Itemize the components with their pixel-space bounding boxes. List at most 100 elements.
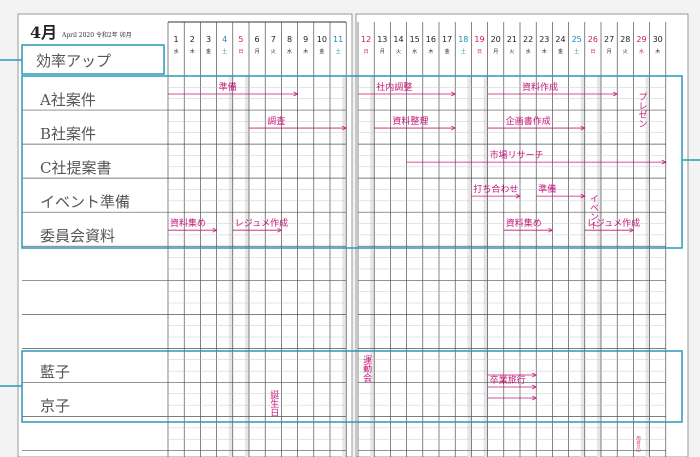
- weekday: 日: [590, 49, 595, 55]
- weekday: 土: [461, 48, 466, 55]
- day-number: 10: [317, 35, 327, 44]
- handwritten-note: 卒業旅行: [490, 374, 526, 386]
- weekend-shade: [467, 76, 472, 457]
- day-number: 12: [361, 35, 371, 44]
- handwritten-note: 資料集め: [170, 217, 206, 229]
- arrow-head: [342, 125, 348, 131]
- handwritten-note: レジュメ作成: [235, 217, 288, 229]
- day-number: 14: [393, 35, 403, 44]
- day-number: 30: [653, 35, 663, 44]
- weekend-shade: [228, 76, 233, 457]
- handwritten-note: 資料作成: [522, 81, 558, 93]
- weekday: 水: [287, 48, 292, 55]
- arrow-head: [532, 384, 538, 390]
- day-number: 11: [333, 35, 343, 44]
- weekday: 金: [558, 48, 563, 55]
- day-number: 1: [174, 35, 179, 44]
- day-number: 8: [287, 35, 292, 44]
- weekend-shade: [645, 76, 650, 457]
- person-label: 藍子: [40, 363, 70, 381]
- weekday: 木: [542, 48, 547, 55]
- day-number: 26: [588, 35, 598, 44]
- weekday: 土: [336, 48, 341, 55]
- task-label: C社提案書: [40, 159, 111, 177]
- handwritten-note: プレゼン: [637, 92, 648, 128]
- handwritten-note: レジュメ作成: [587, 217, 640, 229]
- weekday: 日: [364, 49, 369, 55]
- day-number: 23: [539, 35, 549, 44]
- weekday: 水: [412, 48, 417, 55]
- weekend-shade: [597, 76, 601, 457]
- day-number: 13: [377, 35, 387, 44]
- task-label: 委員会資料: [40, 227, 115, 245]
- weekday: 木: [303, 48, 308, 55]
- day-number: 25: [572, 35, 582, 44]
- weekday: 火: [623, 49, 628, 55]
- weekday: 金: [445, 48, 450, 55]
- arrow-head: [580, 193, 586, 199]
- arrow-head: [212, 227, 218, 233]
- arrow-head: [613, 91, 619, 97]
- day-number: 24: [555, 35, 565, 44]
- day-number: 29: [636, 35, 646, 44]
- weekday: 金: [206, 48, 211, 55]
- task-box: [21, 75, 683, 249]
- subtitle: April 2020 令和2年 卯月: [61, 31, 132, 39]
- handwritten-note: 企画書作成: [506, 115, 551, 127]
- day-number: 2: [190, 35, 195, 44]
- month: 4月: [30, 23, 57, 42]
- weekend-shade: [580, 76, 585, 457]
- arrow-head: [580, 125, 586, 131]
- day-number: 3: [206, 35, 211, 44]
- day-number: 20: [491, 35, 501, 44]
- arrow-head: [293, 91, 299, 97]
- handwritten-note: 運動会: [361, 355, 372, 383]
- day-number: 4: [222, 35, 227, 44]
- weekday: 月: [255, 49, 260, 55]
- task-label: B社案件: [40, 125, 96, 143]
- arrow-head: [451, 125, 457, 131]
- arrow-head: [532, 372, 538, 378]
- weekday: 木: [428, 48, 433, 55]
- weekday: 木: [190, 48, 195, 55]
- holiday: 昭和の日: [636, 436, 642, 452]
- weekday: 金: [319, 48, 324, 55]
- content: 1 水 2 木 3 金 4 土 5 日 6 月 7 火 8 水 9 木 10 金 11 土 12 日 13 月 14 火 15 水 16 木 1…: [36, 35, 667, 452]
- arrow-head: [515, 193, 521, 199]
- handwritten-note: 誕生日: [268, 389, 279, 417]
- weekday: 火: [271, 49, 276, 55]
- handwritten-note: 打ち合わせ: [473, 183, 518, 195]
- right-page: [355, 13, 689, 457]
- weekday: 火: [509, 49, 514, 55]
- weekday: 月: [493, 49, 498, 55]
- day-number: 18: [458, 35, 468, 44]
- weekday: 火: [396, 49, 401, 55]
- day-number: 19: [474, 35, 484, 44]
- arrow-head: [629, 227, 635, 233]
- day-number: 22: [523, 35, 533, 44]
- day-number: 9: [303, 35, 308, 44]
- handwritten-note: 資料集め: [506, 217, 542, 229]
- arrow-head: [451, 91, 457, 97]
- day-number: 6: [255, 35, 260, 44]
- weekday: 水: [526, 48, 531, 55]
- day-number: 28: [620, 35, 630, 44]
- goal: 効率アップ: [36, 52, 111, 70]
- weekday: 土: [222, 48, 227, 55]
- weekday: 月: [607, 49, 612, 55]
- task-label: イベント準備: [40, 193, 130, 211]
- handwritten-note: 資料整理: [392, 115, 428, 127]
- weekday: 土: [574, 48, 579, 55]
- handwritten-note: 社内調整: [376, 81, 412, 93]
- day-number: 5: [238, 35, 243, 44]
- weekend-shade: [245, 76, 249, 457]
- arrow-head: [661, 159, 667, 165]
- day-number: 17: [442, 35, 452, 44]
- handwritten-note: 準備: [538, 183, 556, 195]
- handwritten-note: イベント: [588, 194, 599, 230]
- person-label: 京子: [40, 397, 70, 415]
- handwritten-note: 準備: [219, 81, 237, 93]
- weekday: 日: [238, 49, 243, 55]
- day-number: 21: [507, 35, 517, 44]
- weekday: 日: [477, 49, 482, 55]
